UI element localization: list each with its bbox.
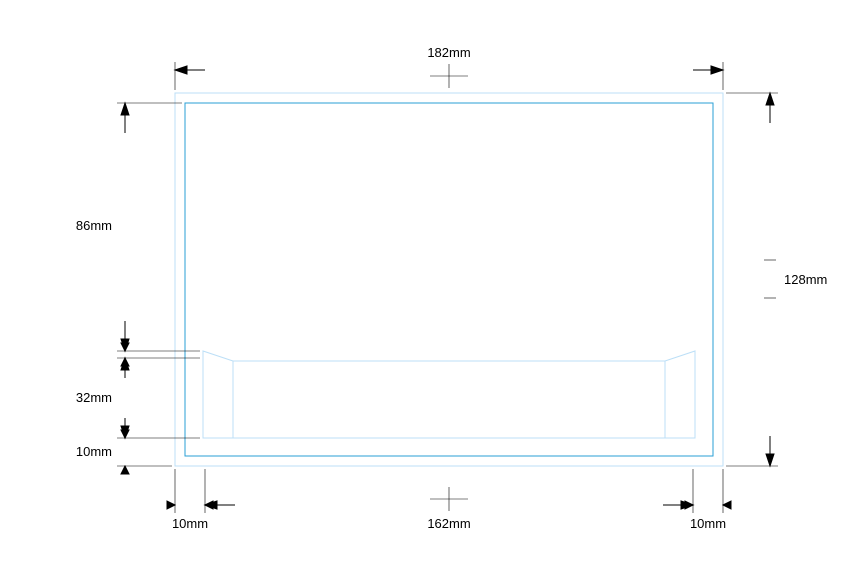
dimension-labels: 182mm 128mm 86mm 32mm 10mm 10mm 162mm 10… [76,45,827,531]
technical-drawing: 182mm 128mm 86mm 32mm 10mm 10mm 162mm 10… [0,0,861,577]
dim-bottom-mid-label: 162mm [427,516,470,531]
dim-left-lower-label: 10mm [76,444,112,459]
dim-bottom-left-label: 10mm [172,516,208,531]
outer-trim-rect [175,93,723,466]
inner-bleed-rect [185,103,713,456]
dim-right-label: 128mm [784,272,827,287]
dimension-arrows [121,66,774,509]
dim-left-mid-label: 32mm [76,390,112,405]
pocket-outline [203,351,695,438]
dim-left-upper-label: 86mm [76,218,112,233]
dim-top-label: 182mm [427,45,470,60]
dim-bottom-right-label: 10mm [690,516,726,531]
extension-lines [117,62,778,513]
